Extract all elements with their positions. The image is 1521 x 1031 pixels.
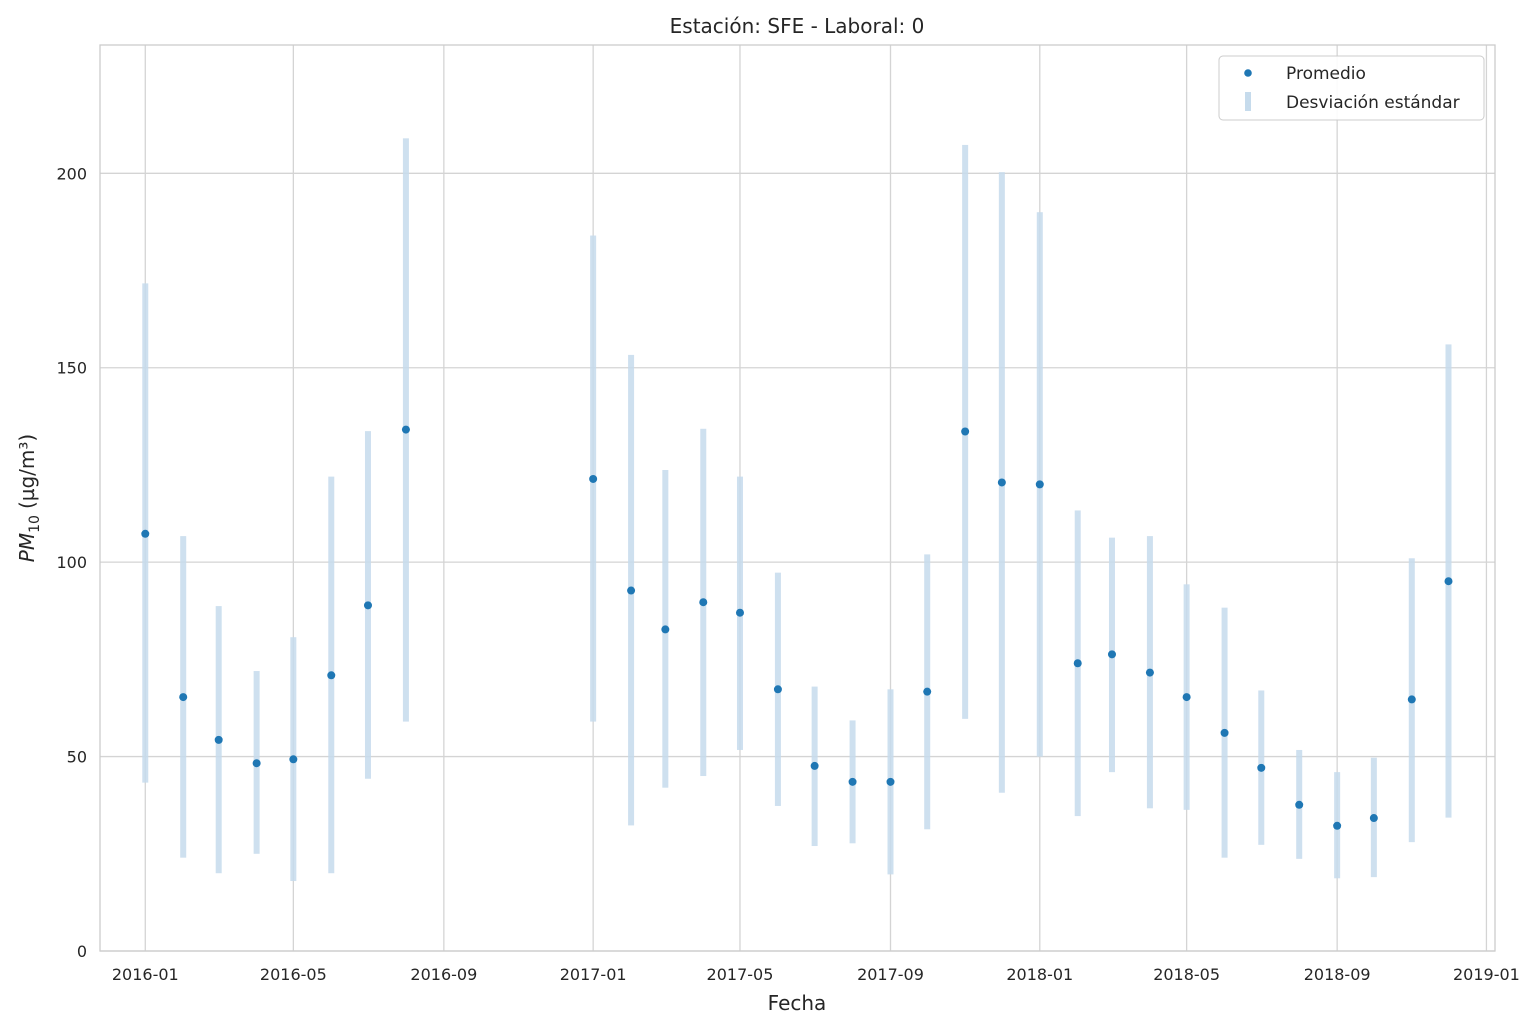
mean-point: [961, 427, 970, 436]
x-tick-label: 2017-09: [857, 965, 924, 984]
x-tick-label: 2018-01: [1006, 965, 1073, 984]
y-tick-label: 50: [67, 748, 87, 767]
y-axis-title: PM10 (µg/m³): [15, 434, 43, 562]
mean-point: [1257, 763, 1266, 772]
mean-point: [1295, 800, 1304, 809]
mean-point: [289, 755, 298, 764]
legend-label-std: Desviación estándar: [1286, 93, 1460, 113]
mean-point: [214, 735, 223, 744]
y-tick-labels: 0 50 100 150 200: [56, 164, 87, 961]
mean-point: [1107, 650, 1116, 659]
mean-point: [589, 474, 598, 483]
mean-point: [1407, 695, 1416, 704]
mean-point: [735, 608, 744, 617]
mean-point: [997, 478, 1006, 487]
y-axis-title-sub: 10: [27, 515, 43, 533]
y-axis-title-units: (µg/m³): [15, 434, 39, 509]
mean-point: [179, 693, 188, 702]
x-tick-label: 2017-05: [707, 965, 774, 984]
x-tick-label: 2019-01: [1453, 965, 1520, 984]
y-axis-title-main: PM: [15, 533, 39, 562]
mean-points: [141, 425, 1453, 830]
mean-point: [699, 598, 708, 607]
mean-point: [1145, 668, 1154, 677]
y-tick-label: 150: [56, 359, 87, 378]
mean-point: [1369, 814, 1378, 823]
y-tick-label: 100: [56, 553, 87, 572]
mean-point: [810, 761, 819, 770]
legend-label-mean: Promedio: [1286, 64, 1366, 84]
mean-point: [773, 685, 782, 694]
x-tick-label: 2016-01: [112, 965, 179, 984]
legend-marker-mean: [1244, 69, 1252, 77]
x-tick-labels: 2016-01 2016-05 2016-09 2017-01 2017-05 2017-…: [112, 965, 1520, 984]
mean-point: [1444, 577, 1453, 586]
y-tick-label: 200: [56, 164, 87, 183]
mean-point: [252, 759, 261, 768]
x-tick-label: 2016-05: [260, 965, 327, 984]
mean-point: [848, 777, 857, 786]
mean-point: [627, 586, 636, 595]
x-tick-label: 2018-09: [1304, 965, 1371, 984]
mean-point: [923, 687, 932, 696]
legend-box: [1218, 55, 1485, 121]
mean-point: [327, 671, 336, 680]
mean-point: [1035, 480, 1044, 489]
y-tick-label: 0: [77, 942, 87, 961]
legend-marker-std: [1245, 92, 1251, 111]
mean-point: [1073, 659, 1082, 668]
mean-point: [401, 425, 410, 434]
plot-frame: [99, 44, 1496, 952]
mean-point: [661, 625, 670, 634]
mean-point: [141, 529, 150, 538]
x-tick-label: 2018-05: [1153, 965, 1220, 984]
mean-point: [363, 601, 372, 610]
chart-title: Estación: SFE - Laboral: 0: [670, 14, 925, 38]
mean-point: [1182, 693, 1191, 702]
mean-point: [1333, 821, 1342, 830]
mean-point: [1220, 728, 1229, 737]
x-tick-label: 2016-09: [410, 965, 477, 984]
x-axis-title: Fecha: [768, 991, 827, 1015]
legend: Promedio Desviación estándar: [1218, 55, 1485, 121]
x-tick-label: 2017-01: [560, 965, 627, 984]
mean-point: [886, 777, 895, 786]
